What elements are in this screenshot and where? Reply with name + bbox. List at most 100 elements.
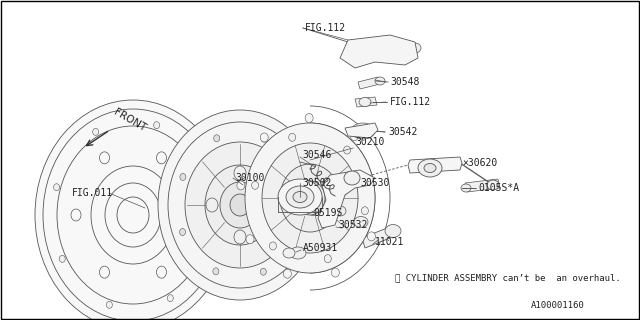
Ellipse shape — [117, 197, 149, 233]
Ellipse shape — [213, 268, 219, 275]
Ellipse shape — [400, 52, 410, 60]
Ellipse shape — [289, 133, 296, 141]
Ellipse shape — [409, 43, 421, 53]
Polygon shape — [465, 179, 500, 192]
Polygon shape — [318, 207, 343, 224]
Ellipse shape — [185, 142, 295, 268]
Ellipse shape — [43, 109, 223, 320]
Text: ※ CYLINDER ASSEMBRY can’t be  an overhaul.: ※ CYLINDER ASSEMBRY can’t be an overhaul… — [395, 274, 621, 283]
Ellipse shape — [283, 248, 295, 258]
Ellipse shape — [54, 184, 60, 191]
Ellipse shape — [246, 235, 254, 244]
Polygon shape — [295, 242, 320, 258]
Text: 30100: 30100 — [235, 173, 264, 183]
Ellipse shape — [205, 165, 275, 245]
Ellipse shape — [295, 181, 325, 215]
Ellipse shape — [260, 133, 268, 142]
Ellipse shape — [262, 198, 274, 212]
Ellipse shape — [237, 181, 245, 190]
Ellipse shape — [280, 164, 340, 232]
Ellipse shape — [294, 174, 300, 181]
Ellipse shape — [214, 135, 220, 142]
Ellipse shape — [294, 229, 300, 236]
Ellipse shape — [261, 135, 267, 142]
Text: FIG.112: FIG.112 — [390, 97, 431, 107]
Text: A100001160: A100001160 — [531, 301, 585, 310]
Ellipse shape — [293, 191, 307, 203]
Text: 30210: 30210 — [355, 137, 385, 147]
Ellipse shape — [185, 209, 195, 221]
Ellipse shape — [367, 232, 376, 241]
Ellipse shape — [284, 269, 291, 278]
Ellipse shape — [60, 255, 65, 262]
Polygon shape — [362, 226, 395, 248]
Polygon shape — [335, 218, 362, 234]
Ellipse shape — [99, 266, 109, 278]
Ellipse shape — [157, 152, 166, 164]
Ellipse shape — [387, 44, 403, 56]
Ellipse shape — [362, 207, 369, 215]
Ellipse shape — [351, 123, 375, 139]
Text: FIG.112: FIG.112 — [305, 23, 346, 33]
Ellipse shape — [168, 122, 312, 288]
Ellipse shape — [385, 225, 401, 237]
Text: 30548: 30548 — [390, 77, 419, 87]
Ellipse shape — [157, 266, 166, 278]
Ellipse shape — [418, 159, 442, 177]
Text: 30502: 30502 — [302, 178, 332, 188]
Ellipse shape — [262, 143, 358, 253]
Ellipse shape — [57, 126, 209, 304]
Ellipse shape — [167, 295, 173, 302]
Ellipse shape — [106, 301, 113, 308]
Ellipse shape — [158, 110, 322, 300]
Text: FRONT: FRONT — [112, 107, 148, 133]
Ellipse shape — [201, 168, 207, 175]
Ellipse shape — [334, 206, 346, 216]
Ellipse shape — [206, 198, 218, 212]
Ellipse shape — [305, 114, 313, 123]
Ellipse shape — [230, 194, 250, 216]
Ellipse shape — [93, 128, 99, 135]
Ellipse shape — [99, 152, 109, 164]
Ellipse shape — [278, 179, 322, 215]
Ellipse shape — [286, 186, 314, 208]
Ellipse shape — [351, 132, 358, 141]
Ellipse shape — [207, 239, 212, 246]
Text: 30542: 30542 — [388, 127, 417, 137]
Ellipse shape — [245, 123, 375, 273]
Ellipse shape — [260, 268, 266, 275]
Ellipse shape — [234, 166, 246, 180]
Ellipse shape — [344, 171, 360, 185]
Text: 0105S*A: 0105S*A — [478, 183, 519, 193]
Ellipse shape — [359, 98, 371, 107]
Text: FIG.011: FIG.011 — [72, 188, 113, 198]
Ellipse shape — [363, 43, 377, 53]
Ellipse shape — [180, 173, 186, 180]
Ellipse shape — [375, 77, 385, 85]
Text: 11021: 11021 — [375, 237, 404, 247]
Ellipse shape — [234, 230, 246, 244]
Ellipse shape — [154, 122, 159, 129]
Ellipse shape — [354, 217, 368, 228]
Polygon shape — [318, 170, 375, 228]
Ellipse shape — [71, 209, 81, 221]
Ellipse shape — [344, 146, 351, 154]
Text: A50931: A50931 — [303, 243, 339, 253]
Polygon shape — [408, 157, 462, 173]
Text: 30532: 30532 — [338, 220, 367, 230]
Ellipse shape — [35, 100, 231, 320]
Ellipse shape — [220, 182, 260, 228]
Ellipse shape — [332, 268, 339, 277]
Polygon shape — [355, 97, 377, 107]
Ellipse shape — [290, 247, 306, 259]
Text: 0519S: 0519S — [313, 208, 342, 218]
Ellipse shape — [487, 180, 499, 190]
Polygon shape — [358, 77, 380, 89]
Ellipse shape — [91, 166, 175, 264]
Text: 30546: 30546 — [302, 150, 332, 160]
Text: 30530: 30530 — [360, 178, 389, 188]
Ellipse shape — [424, 164, 436, 172]
Ellipse shape — [180, 228, 186, 236]
Ellipse shape — [105, 183, 161, 247]
Ellipse shape — [269, 242, 276, 250]
